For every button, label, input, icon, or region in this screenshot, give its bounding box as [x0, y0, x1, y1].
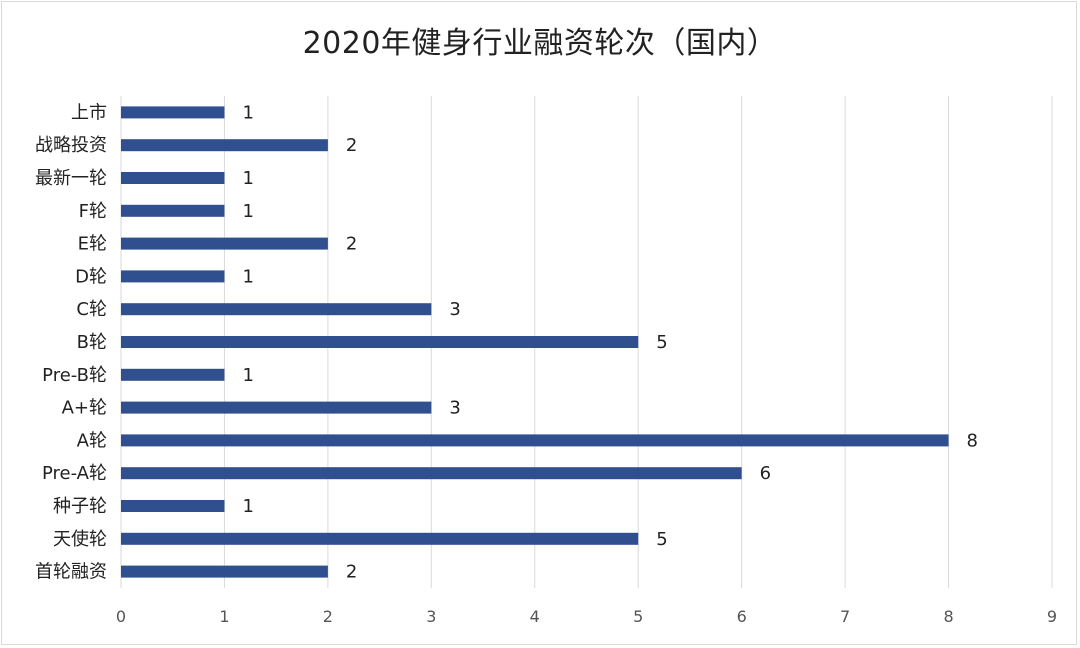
bar [121, 368, 225, 381]
data-label: 5 [656, 332, 667, 353]
data-labels: 1 2 1 1 2 1 3 5 1 3 8 6 1 5 2 [242, 102, 978, 582]
category-label: 首轮融资 [35, 562, 107, 583]
bar [121, 434, 949, 447]
bar [121, 270, 225, 283]
data-label: 3 [449, 398, 460, 419]
x-tick-label: 5 [633, 607, 643, 626]
bar [121, 303, 432, 316]
x-tick-label: 4 [530, 607, 540, 626]
x-tick-label: 2 [323, 607, 333, 626]
data-label: 6 [760, 463, 771, 484]
data-label: 1 [242, 496, 253, 517]
bar [121, 532, 639, 545]
bar [121, 237, 328, 250]
category-label: D轮 [75, 266, 107, 287]
category-label: B轮 [77, 332, 107, 353]
data-label: 1 [242, 168, 253, 189]
category-label: 天使轮 [53, 529, 107, 550]
data-label: 2 [346, 135, 357, 156]
category-label: Pre-B轮 [42, 365, 107, 386]
data-label: 3 [449, 299, 460, 320]
category-label: 种子轮 [53, 496, 107, 517]
bar [121, 106, 225, 119]
category-label: 上市 [71, 102, 107, 123]
category-label: F轮 [79, 201, 107, 222]
x-tick-label: 9 [1047, 607, 1057, 626]
x-tick-label: 3 [426, 607, 436, 626]
category-label: Pre-A轮 [42, 463, 107, 484]
bar [121, 172, 225, 184]
bar [121, 500, 225, 512]
category-label: E轮 [78, 234, 107, 255]
data-label: 1 [242, 266, 253, 287]
data-label: 1 [242, 365, 253, 386]
category-label: 最新一轮 [35, 168, 107, 189]
data-label: 1 [242, 102, 253, 123]
bar [121, 401, 432, 414]
bar [121, 336, 639, 348]
data-label: 5 [656, 529, 667, 550]
x-tick-label: 8 [943, 607, 953, 626]
bar [121, 204, 225, 217]
x-tick-labels: 0 1 2 3 4 5 6 7 8 9 [116, 607, 1057, 626]
bar [121, 139, 328, 152]
chart-title: 2020年健身行业融资轮次（国内） [302, 26, 778, 61]
x-tick-label: 0 [116, 607, 126, 626]
data-label: 1 [242, 201, 253, 222]
data-label: 2 [346, 234, 357, 255]
x-tick-label: 6 [737, 607, 747, 626]
category-label: C轮 [76, 299, 107, 320]
category-label: A轮 [77, 430, 107, 451]
bar [121, 565, 328, 578]
bar [121, 467, 742, 480]
data-label: 8 [967, 430, 978, 451]
x-tick-label: 7 [840, 607, 850, 626]
x-tick-label: 1 [219, 607, 229, 626]
category-label: A+轮 [62, 398, 107, 419]
category-label: 战略投资 [35, 135, 107, 156]
data-label: 2 [346, 562, 357, 583]
bars [121, 106, 949, 578]
